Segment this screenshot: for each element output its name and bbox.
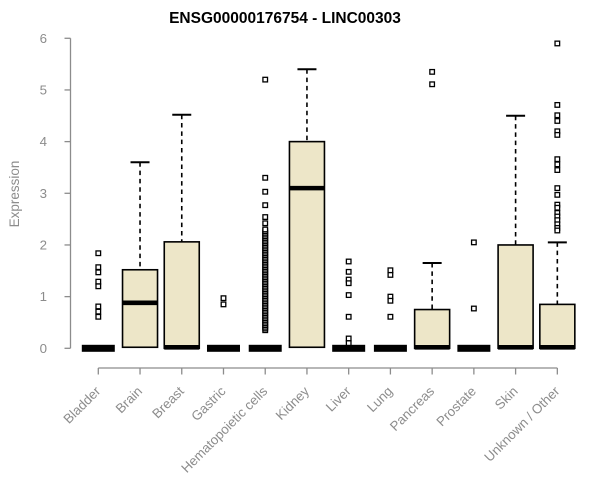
outlier-point	[554, 112, 561, 119]
outlier-point	[554, 227, 561, 234]
outlier-point	[554, 185, 561, 192]
outlier-point	[95, 313, 102, 320]
y-tick-label: 1	[40, 289, 47, 304]
outlier-point	[387, 267, 394, 274]
x-tick-label: Bladder	[60, 383, 103, 426]
outlier-point	[554, 204, 561, 211]
outlier-point	[345, 268, 352, 275]
outlier-point	[95, 278, 102, 285]
outlier-point	[345, 292, 352, 299]
outlier-point	[95, 308, 102, 315]
box-unknown-other	[539, 303, 576, 350]
chart-title: ENSG00000176754 - LINC00303	[169, 10, 401, 27]
outlier-point	[95, 283, 102, 290]
outlier-point	[470, 239, 477, 246]
y-tick-label: 3	[40, 186, 47, 201]
box-kidney	[288, 140, 326, 349]
box-pancreas	[413, 308, 451, 350]
outlier-point	[262, 226, 269, 233]
x-tick-label: Breast	[149, 383, 187, 421]
x-tick-label: Liver	[323, 383, 354, 414]
outlier-point	[429, 81, 436, 88]
outlier-point	[220, 295, 227, 302]
collapsed-box-bladder	[81, 344, 115, 352]
y-tick-label: 4	[40, 134, 47, 149]
outlier-point	[95, 303, 102, 310]
outlier-point	[95, 269, 102, 276]
x-tick-label: Skin	[492, 384, 521, 413]
x-tick-label: Lung	[364, 384, 396, 416]
x-tick-label: Kidney	[273, 383, 313, 423]
outlier-point	[345, 280, 352, 287]
collapsed-box-prostate	[457, 344, 491, 352]
x-tick-label: Brain	[113, 384, 146, 417]
outlier-point	[554, 156, 561, 163]
outlier-point	[554, 101, 561, 108]
outlier-point	[95, 264, 102, 271]
x-tick-label: Pancreas	[387, 383, 438, 434]
outlier-point	[387, 271, 394, 278]
outlier-point	[262, 214, 269, 221]
box-breast	[163, 241, 201, 350]
outlier-point	[345, 340, 352, 347]
outlier-point	[554, 131, 561, 138]
outlier-point	[345, 335, 352, 342]
x-tick-label: Unknown / Other	[481, 383, 563, 465]
y-tick-label: 5	[40, 83, 47, 98]
x-tick-label: Prostate	[433, 384, 479, 430]
outlier-point	[554, 118, 561, 124]
outlier-point	[262, 188, 269, 195]
collapsed-box-liver	[332, 344, 366, 352]
y-tick-label: 0	[40, 341, 47, 356]
outlier-point	[262, 220, 269, 227]
outlier-point	[262, 76, 269, 83]
box-brain	[121, 268, 159, 349]
outlier-point	[345, 313, 352, 320]
outlier-point	[387, 313, 394, 320]
outlier-point	[554, 191, 561, 198]
outlier-point	[554, 167, 561, 173]
outlier-point	[345, 258, 352, 265]
outlier-point	[554, 161, 561, 168]
outlier-point	[262, 202, 269, 209]
box-skin	[497, 244, 534, 350]
collapsed-box-hematopoietic-cells	[248, 344, 282, 352]
collapsed-box-lung	[373, 344, 407, 352]
y-tick-label: 6	[40, 31, 47, 46]
outlier-point	[470, 305, 477, 312]
y-tick-label: 2	[40, 238, 47, 253]
outlier-point	[554, 40, 561, 47]
collapsed-box-gastric	[206, 344, 240, 352]
outlier-point	[262, 174, 269, 181]
outlier-point	[387, 297, 394, 304]
outlier-point	[95, 250, 102, 257]
y-axis-label: Expression	[7, 161, 22, 228]
x-tick-label: Gastric	[188, 383, 229, 424]
outlier-point	[429, 68, 436, 75]
outlier-point	[220, 301, 227, 308]
